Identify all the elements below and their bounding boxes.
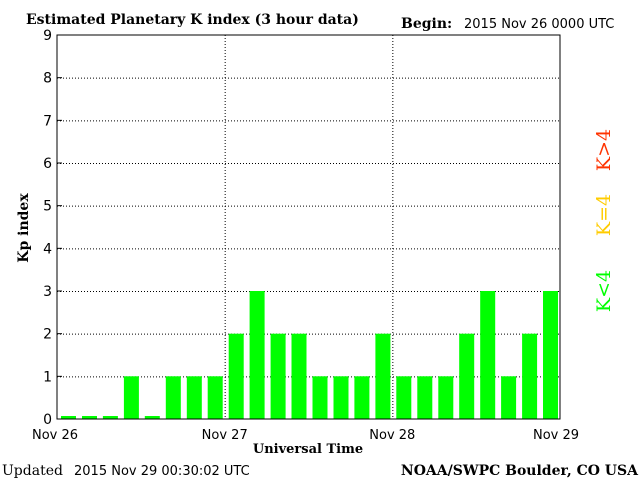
kp-bar bbox=[438, 376, 454, 419]
x-tick-label: Nov 27 bbox=[202, 428, 248, 443]
chart-title: Estimated Planetary K index (3 hour data… bbox=[26, 12, 359, 28]
kp-bar bbox=[61, 416, 76, 419]
x-tick-label: Nov 28 bbox=[369, 428, 415, 443]
y-axis-label: Kp index bbox=[16, 193, 32, 263]
y-tick-label: 9 bbox=[43, 28, 52, 44]
kp-bar bbox=[291, 333, 307, 419]
begin-value: 2015 Nov 26 0000 UTC bbox=[464, 17, 614, 32]
kp-bar bbox=[459, 333, 475, 419]
kp-bar bbox=[270, 333, 286, 419]
kp-bar bbox=[123, 376, 139, 419]
kp-bar bbox=[354, 376, 370, 419]
y-tick-label: 0 bbox=[43, 412, 52, 428]
y-tick-label: 1 bbox=[43, 369, 52, 385]
begin-label: Begin: bbox=[401, 16, 452, 32]
kp-bar bbox=[333, 376, 349, 419]
y-tick-label: 5 bbox=[43, 199, 52, 215]
updated-label: Updated bbox=[2, 463, 63, 479]
bars bbox=[61, 291, 558, 419]
plot-frame bbox=[56, 34, 561, 420]
kp-bar bbox=[312, 376, 328, 419]
kp-bar bbox=[186, 376, 202, 419]
y-tick-labels: 0 1 2 3 4 5 6 7 8 9 bbox=[43, 28, 62, 428]
kp-bar bbox=[102, 416, 118, 419]
legend-k-greater-4: K>4 bbox=[593, 129, 615, 171]
y-tick-label: 3 bbox=[43, 284, 52, 300]
grid-lines bbox=[57, 35, 560, 419]
kp-bar bbox=[375, 333, 391, 419]
kp-bar bbox=[144, 416, 160, 419]
kp-bar bbox=[543, 291, 558, 419]
y-tick-label: 8 bbox=[43, 71, 52, 87]
y-tick-label: 6 bbox=[43, 156, 52, 172]
kp-bar bbox=[396, 376, 412, 419]
x-axis-label: Universal Time bbox=[253, 442, 363, 457]
updated-value: 2015 Nov 29 00:30:02 UTC bbox=[74, 464, 250, 479]
y-tick-label: 2 bbox=[43, 327, 52, 343]
kp-bar bbox=[82, 416, 97, 419]
kp-bar bbox=[228, 333, 244, 419]
kp-bar bbox=[480, 291, 496, 419]
kp-bar bbox=[207, 376, 223, 419]
legend-k-less-4: K<4 bbox=[593, 270, 615, 312]
kp-bar bbox=[417, 376, 433, 419]
legend-k-equal-4: K=4 bbox=[593, 194, 615, 236]
x-tick-label: Nov 29 bbox=[533, 428, 579, 443]
x-tick-labels: Nov 26 Nov 27 Nov 28 Nov 29 bbox=[32, 428, 579, 443]
kp-bar bbox=[249, 291, 265, 419]
kp-bar bbox=[522, 333, 538, 419]
y-tick-label: 7 bbox=[43, 113, 52, 129]
y-tick-label: 4 bbox=[43, 241, 52, 257]
kp-bar bbox=[165, 376, 181, 419]
source-credit: NOAA/SWPC Boulder, CO USA bbox=[401, 463, 639, 479]
x-tick-label: Nov 26 bbox=[32, 428, 78, 443]
kp-bar bbox=[501, 376, 517, 419]
